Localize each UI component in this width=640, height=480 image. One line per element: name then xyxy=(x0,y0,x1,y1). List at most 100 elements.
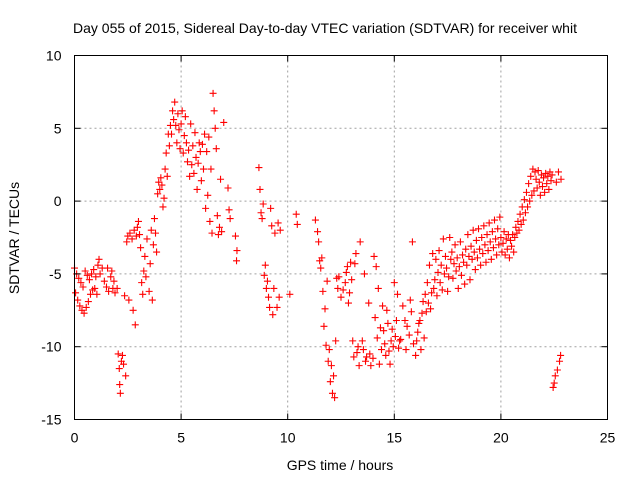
data-point xyxy=(470,248,478,256)
data-point xyxy=(499,239,507,247)
data-point xyxy=(207,165,215,173)
data-point xyxy=(258,215,266,223)
data-point xyxy=(231,232,239,240)
data-point xyxy=(454,284,462,292)
data-point xyxy=(512,223,520,231)
data-point xyxy=(199,165,207,173)
data-point xyxy=(473,254,481,262)
data-point xyxy=(138,279,146,287)
data-point xyxy=(170,116,178,124)
data-point xyxy=(486,238,494,246)
data-point xyxy=(376,324,384,332)
data-point xyxy=(82,303,90,311)
data-point xyxy=(516,210,524,218)
data-point xyxy=(149,241,157,249)
data-point xyxy=(201,130,209,138)
data-point xyxy=(435,247,443,255)
data-point xyxy=(276,226,284,234)
data-point xyxy=(487,255,495,263)
data-point xyxy=(150,215,158,223)
data-point xyxy=(153,248,161,256)
data-point xyxy=(519,216,527,224)
data-point xyxy=(118,351,126,359)
data-point xyxy=(269,311,277,319)
data-point xyxy=(352,250,360,258)
y-axis-label: SDTVAR / TECUs xyxy=(6,182,22,294)
data-point xyxy=(494,225,502,233)
data-point xyxy=(324,357,332,365)
data-point xyxy=(491,216,499,224)
data-point xyxy=(501,251,509,259)
data-point xyxy=(506,236,514,244)
data-point xyxy=(178,107,186,115)
data-point xyxy=(552,178,560,186)
data-point xyxy=(379,302,387,310)
data-point xyxy=(465,252,473,260)
data-point xyxy=(511,234,519,241)
data-point xyxy=(122,372,130,380)
data-point xyxy=(405,331,413,339)
data-point xyxy=(371,314,379,322)
data-point xyxy=(355,362,363,370)
data-point xyxy=(315,238,323,246)
data-point xyxy=(535,178,543,186)
data-point xyxy=(158,181,166,189)
data-point xyxy=(225,206,233,214)
data-point xyxy=(353,349,361,357)
data-point xyxy=(466,276,474,284)
x-tick-label: 20 xyxy=(493,430,509,446)
axis-ticks: 0 5 10 15 20 25 -15 -10 -5 0 5 10 xyxy=(41,48,615,446)
data-point xyxy=(397,335,405,343)
data-point xyxy=(341,279,349,287)
data-point xyxy=(540,174,548,182)
data-point xyxy=(479,250,487,258)
data-point xyxy=(212,145,220,153)
x-tick-label: 15 xyxy=(387,430,403,446)
data-point xyxy=(93,290,101,298)
data-point xyxy=(210,107,218,115)
data-point xyxy=(314,228,322,236)
data-point xyxy=(396,337,404,345)
data-point xyxy=(233,247,241,255)
data-point xyxy=(524,203,532,211)
data-point xyxy=(462,245,470,253)
data-point xyxy=(508,242,516,250)
data-point xyxy=(344,299,352,307)
data-point xyxy=(393,290,401,298)
data-point xyxy=(547,177,555,185)
data-point xyxy=(131,321,139,329)
data-point xyxy=(416,316,424,324)
data-point xyxy=(165,142,173,150)
x-tick-label: 0 xyxy=(71,430,79,446)
data-point xyxy=(133,223,141,231)
data-point xyxy=(137,244,145,252)
data-point xyxy=(407,308,415,316)
data-point xyxy=(456,238,464,246)
data-point xyxy=(412,351,420,359)
data-point xyxy=(323,277,331,285)
data-point xyxy=(505,254,513,262)
data-point xyxy=(533,184,541,192)
data-point xyxy=(375,360,383,368)
data-point xyxy=(549,383,557,391)
data-point xyxy=(449,274,457,282)
data-point xyxy=(380,327,388,335)
data-point xyxy=(527,172,535,180)
data-point xyxy=(256,185,264,193)
data-point xyxy=(395,344,403,352)
data-point xyxy=(90,266,98,274)
data-point xyxy=(80,309,88,317)
data-point xyxy=(554,168,562,176)
data-point xyxy=(168,130,176,138)
data-point xyxy=(331,394,339,402)
data-point xyxy=(471,266,479,274)
data-point xyxy=(173,139,181,147)
data-point xyxy=(77,279,85,287)
data-point xyxy=(125,296,133,304)
data-point xyxy=(444,287,452,295)
data-point xyxy=(378,346,386,354)
data-point xyxy=(472,236,480,244)
grid xyxy=(74,55,608,420)
data-point xyxy=(460,258,468,266)
